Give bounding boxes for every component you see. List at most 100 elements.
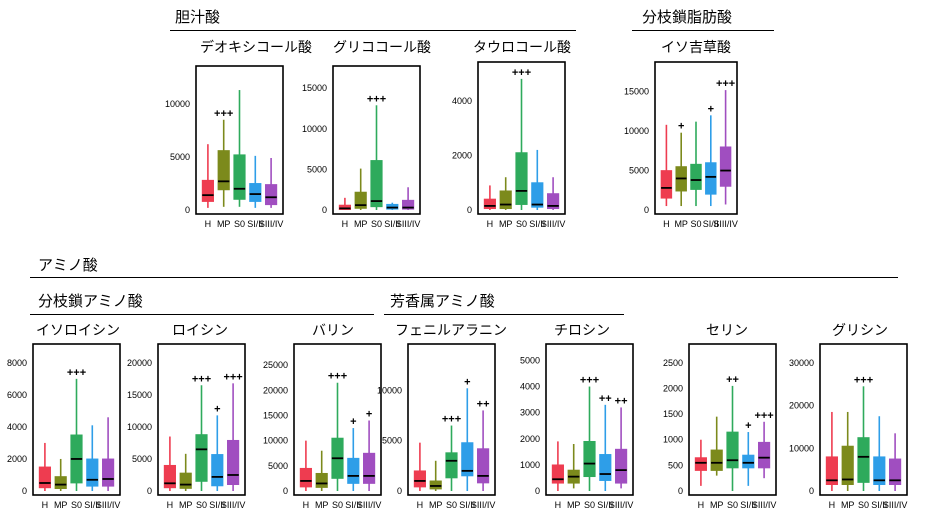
x-tick-label: SI/II [384, 219, 400, 229]
box [347, 457, 360, 484]
panel-title: デオキシコール酸 [200, 39, 312, 55]
x-tick-label: MP [674, 219, 688, 229]
box [705, 162, 717, 195]
y-tick-label: 2000 [663, 383, 683, 393]
box [615, 448, 628, 484]
y-tick-label: 20000 [789, 401, 814, 411]
x-tick-label: SI/II [84, 500, 100, 510]
box [758, 441, 771, 469]
x-tick-label: MP [217, 219, 231, 229]
panel-title: イソロイシン [36, 322, 120, 338]
box [547, 193, 560, 210]
panel-frame [332, 65, 421, 215]
y-tick-label: 8000 [7, 358, 27, 368]
panel-title: イソ吉草酸 [661, 39, 731, 55]
box [211, 454, 224, 487]
x-tick-label: MP [54, 500, 68, 510]
panel-title: グリシン [832, 322, 888, 338]
box [354, 191, 367, 209]
x-tick-label: MP [499, 219, 513, 229]
x-tick-label: H [417, 500, 424, 510]
y-tick-label: 500 [668, 460, 683, 470]
y-tick-label: 0 [283, 486, 288, 496]
x-tick-label: SIII/IV [221, 500, 246, 510]
x-tick-label: SIII/IV [396, 219, 421, 229]
x-tick-label: H [342, 219, 349, 229]
box [315, 472, 328, 488]
box [233, 154, 246, 200]
x-tick-label: S0 [371, 219, 382, 229]
y-tick-label: 4000 [7, 422, 27, 432]
divider-aromatic [384, 314, 624, 315]
box [201, 179, 214, 202]
y-tick-label: 0 [147, 486, 152, 496]
box [86, 458, 99, 487]
x-tick-label: S0 [727, 500, 738, 510]
y-tick-label: 3000 [520, 408, 540, 418]
x-tick-label: SIII/IV [357, 500, 382, 510]
x-tick-label: H [167, 500, 174, 510]
significance-mark: +++ [512, 67, 531, 79]
x-tick-label: SIII/IV [259, 219, 284, 229]
x-tick-label: SIII/IV [96, 500, 121, 510]
x-tick-label: S0 [71, 500, 82, 510]
y-tick-label: 4000 [520, 382, 540, 392]
panel-frame [407, 343, 496, 496]
box [217, 150, 230, 191]
box [163, 464, 176, 489]
x-tick-label: MP [315, 500, 329, 510]
y-tick-label: 0 [185, 205, 190, 215]
y-tick-label: 25000 [263, 360, 288, 370]
y-tick-label: 30000 [789, 358, 814, 368]
significance-mark: +++ [442, 414, 461, 426]
box [841, 445, 854, 485]
significance-mark: +++ [716, 78, 735, 90]
significance-mark: + [678, 121, 684, 133]
box [370, 160, 383, 208]
x-tick-label: SI/II [247, 219, 263, 229]
y-tick-label: 2500 [663, 358, 683, 368]
x-tick-label: S0 [234, 219, 245, 229]
box [299, 467, 312, 488]
significance-mark: + [350, 416, 356, 428]
significance-mark: +++ [223, 371, 242, 383]
box [889, 458, 902, 485]
x-tick-label: SI/II [703, 219, 719, 229]
panel-title: セリン [706, 322, 748, 338]
box [599, 454, 612, 481]
box [227, 439, 240, 485]
x-tick-label: SI/II [529, 219, 545, 229]
box [338, 204, 351, 210]
panel-frame [477, 61, 566, 215]
x-tick-label: SI/II [740, 500, 756, 510]
significance-mark: +++ [328, 371, 347, 383]
y-tick-label: 10000 [624, 126, 649, 136]
divider-bile-acid [170, 30, 576, 31]
y-tick-label: 20000 [127, 358, 152, 368]
box [825, 456, 838, 485]
y-tick-label: 4000 [452, 96, 472, 106]
box [515, 152, 528, 205]
significance-mark: ++ [726, 374, 739, 386]
y-tick-label: 10000 [263, 436, 288, 446]
significance-mark: + [214, 403, 220, 415]
y-tick-label: 0 [22, 486, 27, 496]
y-tick-label: 0 [397, 486, 402, 496]
significance-mark: ++ [477, 398, 490, 410]
x-tick-label: S0 [690, 219, 701, 229]
y-tick-label: 15000 [263, 410, 288, 420]
significance-mark: + [708, 103, 714, 115]
box [265, 184, 278, 206]
box [402, 199, 415, 210]
significance-mark: +++ [754, 410, 773, 422]
significance-mark: +++ [67, 367, 86, 379]
x-tick-label: H [487, 219, 494, 229]
panel-frame [195, 65, 284, 215]
significance-mark: +++ [214, 108, 233, 120]
x-tick-label: MP [354, 219, 368, 229]
y-tick-label: 10000 [165, 99, 190, 109]
box [102, 458, 115, 487]
x-tick-label: MP [710, 500, 724, 510]
x-tick-label: H [829, 500, 836, 510]
